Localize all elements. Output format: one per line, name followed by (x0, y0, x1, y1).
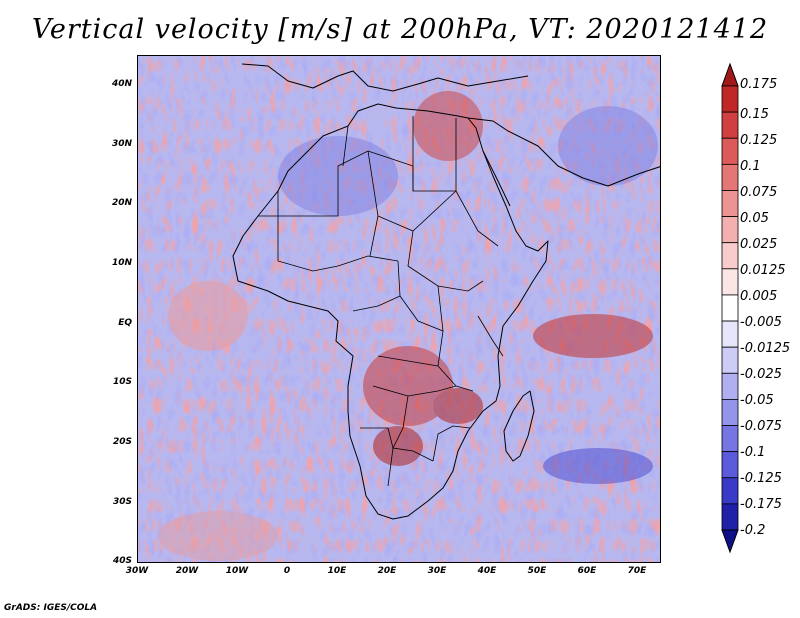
colorbar-swatch (721, 425, 739, 453)
colorbar-label: 0.075 (740, 185, 778, 200)
colorbar (721, 62, 739, 554)
africa-coastline (232, 103, 549, 520)
arabia-coastline (467, 117, 660, 187)
colorbar-swatch (721, 242, 739, 270)
colorbar-swatch (721, 294, 739, 322)
colorbar-swatch (721, 503, 739, 531)
lon-tick-label: 70E (627, 566, 647, 576)
colorbar-max-arrow (721, 62, 739, 87)
lat-tick-label: 10N (111, 258, 132, 268)
colorbar-swatch (721, 346, 739, 374)
europe-coastline (241, 63, 529, 92)
colorbar-label: 0.15 (740, 107, 769, 122)
vertical-velocity-field (138, 56, 660, 562)
lon-tick-label: 0 (283, 566, 291, 576)
colorbar-swatch (721, 216, 739, 244)
colorbar-swatch (721, 111, 739, 139)
colorbar-swatch (721, 268, 739, 296)
lat-tick-label: 30S (112, 497, 132, 507)
colorbar-label: 0.0125 (740, 263, 786, 278)
ascent-patches (168, 91, 653, 466)
colorbar-swatch (721, 399, 739, 426)
lat-tick-label: 20N (111, 198, 132, 208)
lon-tick-label: 10W (225, 566, 249, 576)
lat-tick-label: 10S (112, 377, 132, 387)
colorbar-label: -0.05 (740, 393, 774, 408)
colorbar-label: -0.005 (740, 315, 782, 330)
red-sea-coast (482, 150, 511, 207)
colorbar-label: -0.025 (740, 367, 782, 382)
colorbar-swatch (721, 85, 739, 113)
colorbar-label: 0.125 (740, 133, 778, 148)
coastlines (232, 63, 660, 520)
map-panel[interactable] (137, 55, 661, 563)
colorbar-min-arrow (721, 529, 739, 554)
lat-tick-label: 30N (111, 139, 132, 149)
colorbar-swatch (721, 137, 739, 165)
colorbar-label: 0.1 (740, 159, 761, 174)
lon-tick-label: 60E (577, 566, 597, 576)
lon-tick-label: 20E (377, 566, 397, 576)
colorbar-label: 0.025 (740, 237, 778, 252)
colorbar-label: 0.05 (740, 211, 769, 226)
colorbar-swatch (721, 190, 739, 217)
colorbar-swatch (721, 320, 739, 348)
lon-tick-label: 30W (125, 566, 149, 576)
lon-tick-label: 30E (427, 566, 447, 576)
colorbar-swatch (721, 163, 739, 191)
lon-tick-label: 40E (477, 566, 497, 576)
colorbar-label: -0.0125 (740, 341, 791, 356)
lat-tick-label: EQ (118, 318, 132, 328)
lat-tick-label: 40S (112, 556, 132, 566)
lat-tick-label: 40N (111, 79, 132, 89)
lon-tick-label: 20W (175, 566, 199, 576)
colorbar-swatch (721, 451, 739, 479)
colorbar-label: -0.1 (740, 445, 766, 460)
footer-credit: GrADS: IGES/COLA (4, 603, 98, 613)
colorbar-label: 0.005 (740, 289, 778, 304)
subsidence-patches (158, 106, 658, 561)
colorbar-label: -0.125 (740, 471, 782, 486)
country-borders (258, 116, 504, 487)
colorbar-swatch (721, 477, 739, 505)
colorbar-label: 0.175 (740, 77, 778, 92)
colorbar-label: -0.175 (740, 497, 782, 512)
madagascar-coastline (503, 390, 535, 462)
chart-title: Vertical velocity [m/s] at 200hPa, VT: 2… (31, 14, 769, 45)
lon-tick-label: 10E (327, 566, 347, 576)
colorbar-label: -0.2 (740, 523, 766, 538)
colorbar-swatch (721, 372, 739, 400)
lat-tick-label: 20S (112, 437, 132, 447)
lon-tick-label: 50E (527, 566, 547, 576)
colorbar-label: -0.075 (740, 419, 782, 434)
